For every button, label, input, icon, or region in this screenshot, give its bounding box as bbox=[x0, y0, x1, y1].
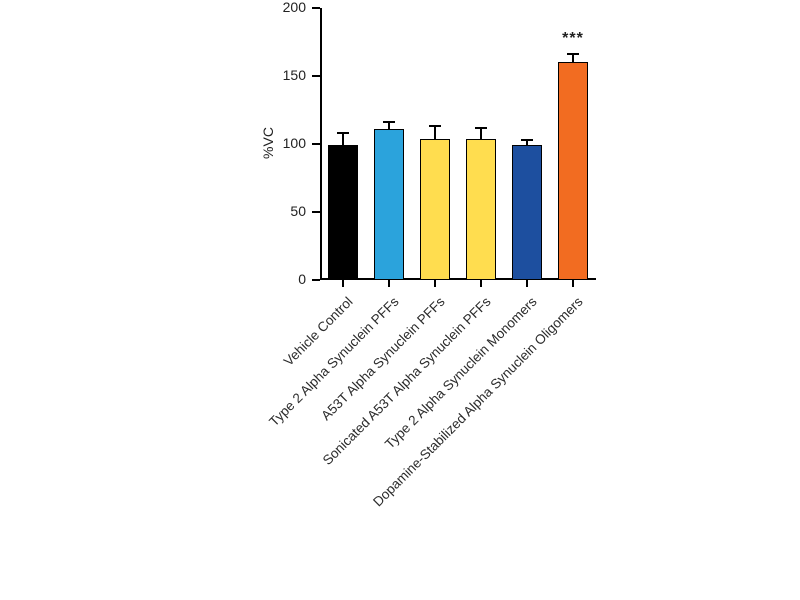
error-bar-cap bbox=[337, 132, 349, 135]
x-tick-mark bbox=[480, 280, 482, 287]
x-tick-mark bbox=[572, 280, 574, 287]
plot-area bbox=[320, 8, 596, 280]
error-bar-cap bbox=[567, 53, 579, 56]
bar bbox=[558, 62, 588, 280]
x-tick-mark bbox=[526, 280, 528, 287]
error-bar-line bbox=[342, 133, 344, 146]
error-bar-line bbox=[572, 54, 574, 63]
x-tick-label: Type 2 Alpha Synuclein Monomers bbox=[382, 294, 540, 452]
y-tick-label: 200 bbox=[282, 0, 306, 15]
bar bbox=[328, 145, 358, 280]
y-tick-label: 150 bbox=[282, 67, 306, 83]
error-bar-line bbox=[526, 139, 528, 146]
y-tick-mark bbox=[312, 75, 320, 77]
error-bar-line bbox=[480, 127, 482, 139]
error-bar-cap bbox=[383, 121, 395, 124]
x-tick-label: Sonicated A53T Alpha Synuclein PFFs bbox=[319, 294, 494, 468]
error-bar-cap bbox=[475, 126, 487, 129]
error-bar-cap bbox=[521, 138, 533, 141]
bar bbox=[466, 138, 496, 280]
error-bar-line bbox=[388, 122, 390, 130]
bar bbox=[512, 145, 542, 280]
error-bar-cap bbox=[429, 125, 441, 128]
y-tick-label: 0 bbox=[298, 271, 306, 287]
x-tick-mark bbox=[434, 280, 436, 287]
x-tick-label: A53T Alpha Synuclein PFFs bbox=[318, 294, 448, 424]
error-bar-line bbox=[434, 126, 436, 139]
y-tick-mark bbox=[312, 143, 320, 145]
y-tick-mark bbox=[312, 211, 320, 213]
x-tick-mark bbox=[342, 280, 344, 287]
x-tick-label: Type 2 Alpha Synuclein PFFs bbox=[266, 294, 402, 430]
y-tick-mark bbox=[312, 279, 320, 281]
y-tick-label: 50 bbox=[290, 203, 306, 219]
significance-marker: *** bbox=[562, 30, 584, 48]
x-tick-label: Dopamine-Stabilized Alpha Synuclein Olig… bbox=[370, 294, 586, 510]
bar bbox=[420, 138, 450, 280]
bar bbox=[374, 129, 404, 280]
x-tick-label: Vehicle Control bbox=[280, 294, 356, 369]
y-tick-label: 100 bbox=[282, 135, 306, 151]
x-tick-mark bbox=[388, 280, 390, 287]
y-tick-mark bbox=[312, 7, 320, 9]
